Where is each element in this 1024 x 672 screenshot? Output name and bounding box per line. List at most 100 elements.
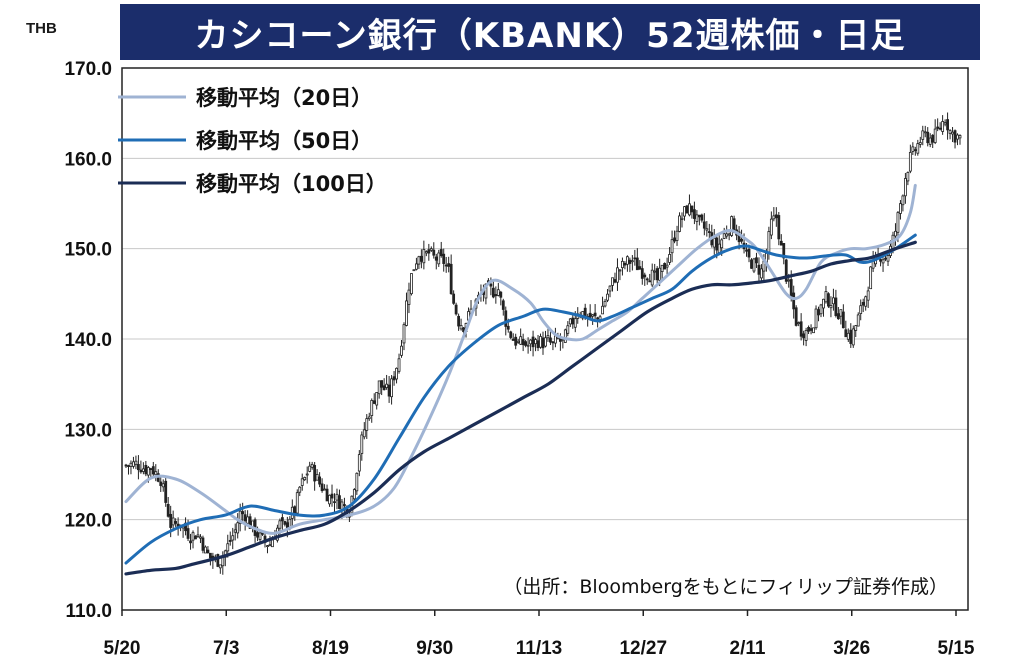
candle-body [958, 135, 962, 139]
candle-body [141, 468, 145, 472]
candle-body [638, 266, 642, 270]
x-tick-label: 5/15 [938, 638, 975, 659]
candle-body [134, 460, 138, 465]
candle-body [884, 257, 887, 260]
candle-body [633, 257, 637, 260]
candle-body [690, 205, 694, 213]
candle-body [305, 473, 309, 476]
candle-body [702, 221, 706, 229]
candle-body [541, 337, 545, 349]
candle-body [457, 315, 461, 327]
candle-body [603, 300, 607, 307]
candle-body [851, 328, 855, 346]
candle-body [948, 130, 952, 134]
candle-body [829, 305, 833, 309]
x-tick-label: 5/20 [104, 638, 141, 659]
candle-body [333, 501, 336, 504]
candle-body [146, 467, 150, 476]
candle-body [894, 230, 897, 237]
candle-body [625, 256, 629, 265]
candle-body [161, 483, 165, 488]
candle-body [506, 325, 510, 330]
candle-body [499, 291, 503, 298]
candle-body [208, 552, 212, 559]
candle-body [127, 465, 130, 467]
y-tick-label: 170.0 [64, 59, 112, 80]
candle-body [258, 532, 262, 540]
candle-body [164, 480, 168, 503]
candle-body [707, 231, 711, 233]
candle-body [936, 126, 940, 129]
candle-body [554, 335, 557, 344]
candle-body [658, 267, 662, 281]
candle-body [933, 128, 937, 143]
candle-body [802, 333, 806, 339]
candle-body [300, 478, 304, 486]
candle-body [459, 325, 463, 330]
candle-body [653, 270, 657, 273]
candle-body [365, 418, 369, 431]
candle-body [596, 317, 600, 320]
candle-body [926, 131, 930, 144]
candle-body [231, 535, 235, 541]
source-note: （出所：Bloombergをもとにフィリップ証券作成） [503, 576, 948, 598]
candle-body [204, 546, 207, 554]
candle-body [623, 262, 627, 266]
candle-body [727, 233, 731, 236]
candle-body [154, 471, 158, 476]
candle-body [663, 263, 667, 270]
candle-body [824, 291, 828, 303]
candle-body [779, 240, 783, 246]
candle-body [437, 252, 441, 265]
candle-body [938, 127, 942, 130]
candle-body [804, 330, 808, 341]
candle-body [911, 146, 915, 152]
candle-body [777, 215, 781, 240]
candle-body [189, 540, 192, 544]
candle-body [370, 400, 374, 416]
moving-average-line-ma20 [124, 183, 917, 535]
candle-body [360, 434, 364, 454]
candle-body [199, 536, 202, 539]
candle-body [616, 267, 619, 283]
candle-body [946, 119, 949, 131]
candle-body [861, 302, 865, 306]
candle-body [901, 195, 905, 206]
legend-label-ma20: 移動平均（20日） [196, 86, 372, 110]
candle-body [899, 203, 902, 214]
x-tick-label: 9/30 [416, 638, 453, 659]
y-axis: 170.0 160.0 150.0 140.0 130.0 120.0 110.0 [64, 59, 112, 622]
candle-body [236, 522, 240, 534]
candle-body [655, 268, 659, 281]
legend-label-ma50: 移動平均（50日） [196, 129, 372, 153]
candle-body [424, 251, 428, 254]
candle-body [132, 461, 135, 467]
x-tick-label: 11/13 [516, 638, 563, 659]
candle-body [357, 454, 361, 472]
candle-body [774, 214, 778, 219]
chart-title: カシコーン銀行（KBANK）52週株価・日足 [120, 4, 980, 60]
candle-body [755, 257, 758, 264]
candle-body [362, 429, 366, 438]
candle-body [621, 260, 624, 269]
candle-body [695, 214, 699, 222]
y-axis-unit-label: THB [26, 20, 57, 37]
candle-body [640, 268, 644, 279]
candle-body [722, 233, 726, 239]
candle-body [318, 476, 322, 485]
candle-body [377, 380, 381, 395]
candle-body [819, 304, 823, 315]
candle-body [228, 539, 232, 542]
candle-body [784, 259, 788, 282]
candle-body [630, 260, 634, 263]
candle-body [218, 564, 222, 569]
candle-body [737, 231, 741, 243]
candle-body [720, 239, 724, 249]
candle-body [201, 537, 205, 551]
candle-body [747, 248, 751, 258]
candle-body [866, 290, 870, 301]
candle-body [601, 305, 604, 315]
candle-body [827, 293, 830, 307]
candle-body [439, 249, 443, 257]
